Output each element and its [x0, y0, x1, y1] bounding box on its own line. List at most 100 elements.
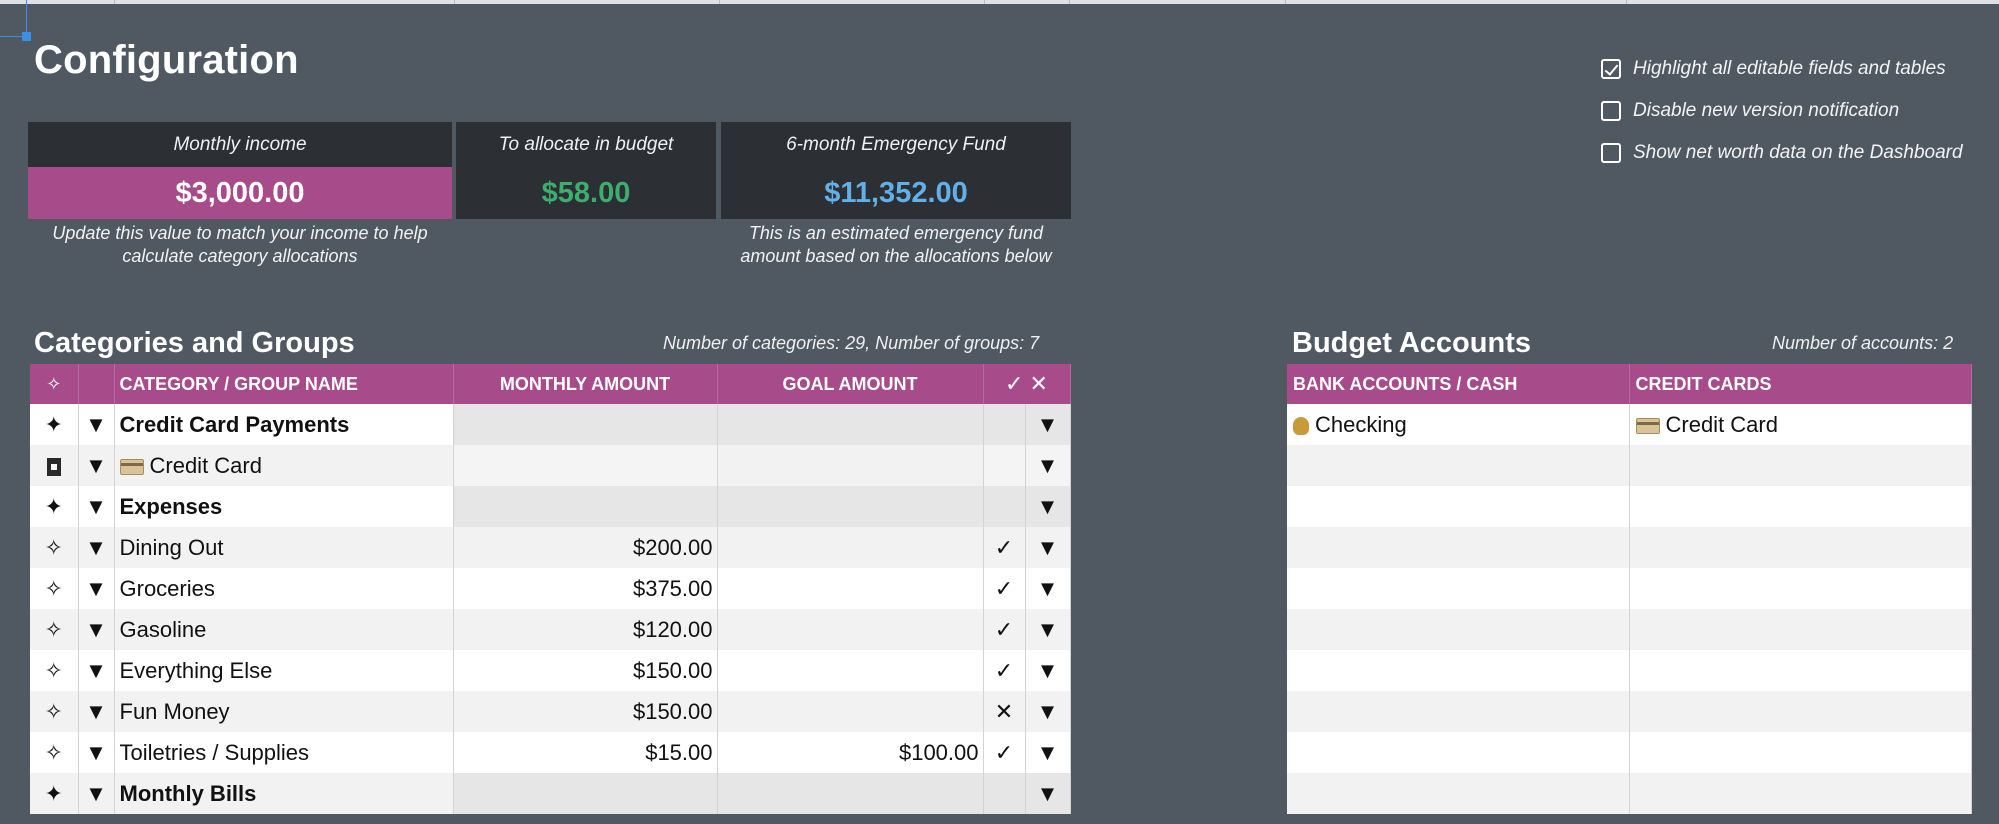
sparkle-icon[interactable]: ✧ [30, 609, 79, 650]
bank-account-cell[interactable]: Checking [1287, 404, 1630, 445]
table-row[interactable]: Checking Credit Card [1287, 404, 1972, 445]
chevron-down-icon[interactable]: ▼ [1025, 691, 1071, 732]
chevron-down-icon[interactable]: ▼ [78, 568, 115, 609]
setting-highlight-editable[interactable]: Highlight all editable fields and tables [1601, 48, 1963, 90]
bank-account-cell[interactable] [1287, 773, 1630, 814]
sparkle-icon[interactable]: ✧ [30, 691, 79, 732]
credit-card-cell[interactable] [1629, 568, 1972, 609]
chevron-down-icon[interactable]: ▼ [1025, 650, 1071, 691]
goal-amount[interactable] [717, 527, 984, 568]
bank-account-cell[interactable] [1287, 568, 1630, 609]
column-header-credit[interactable]: CREDIT CARDS [1629, 364, 1972, 404]
goal-amount[interactable] [717, 650, 984, 691]
table-row[interactable]: ✧ ▼ Fun Money $150.00 ✕ ▼ [30, 691, 1071, 732]
goal-amount[interactable] [717, 609, 984, 650]
checkbox[interactable] [1601, 59, 1621, 79]
chevron-down-icon[interactable]: ▼ [78, 486, 115, 527]
setting-disable-version-notification[interactable]: Disable new version notification [1601, 90, 1963, 132]
monthly-amount[interactable]: $150.00 [453, 691, 718, 732]
category-name[interactable]: Toiletries / Supplies [114, 732, 454, 773]
bank-account-cell[interactable] [1287, 486, 1630, 527]
monthly-amount[interactable]: $150.00 [453, 650, 718, 691]
column-header-name[interactable]: CATEGORY / GROUP NAME [114, 364, 454, 404]
goal-amount[interactable]: $100.00 [717, 732, 984, 773]
table-row[interactable] [1287, 609, 1972, 650]
chevron-down-icon[interactable]: ▼ [1025, 404, 1071, 445]
goal-amount[interactable] [717, 568, 984, 609]
sparkle-icon[interactable]: ✧ [30, 568, 79, 609]
table-row[interactable] [1287, 650, 1972, 691]
credit-card-cell[interactable] [1629, 609, 1972, 650]
chevron-down-icon[interactable]: ▼ [78, 691, 115, 732]
table-row[interactable] [1287, 445, 1972, 486]
bank-account-cell[interactable] [1287, 691, 1630, 732]
table-row[interactable] [1287, 691, 1972, 732]
chevron-down-icon[interactable]: ▼ [78, 650, 115, 691]
table-row[interactable] [1287, 568, 1972, 609]
category-name[interactable]: Gasoline [114, 609, 454, 650]
bank-account-cell[interactable] [1287, 732, 1630, 773]
column-header-bank[interactable]: BANK ACCOUNTS / CASH [1287, 364, 1630, 404]
monthly-amount[interactable]: $375.00 [453, 568, 718, 609]
credit-card-cell[interactable]: Credit Card [1629, 404, 1972, 445]
category-name[interactable]: Everything Else [114, 650, 454, 691]
monthly-amount[interactable]: $200.00 [453, 527, 718, 568]
table-row[interactable] [1287, 486, 1972, 527]
monthly-income-value[interactable]: $3,000.00 [28, 167, 452, 219]
chevron-down-icon[interactable]: ▼ [1025, 445, 1071, 486]
table-row[interactable] [1287, 773, 1972, 814]
table-row[interactable]: ✧ ▼ Gasoline $120.00 ✓ ▼ [30, 609, 1071, 650]
group-name[interactable]: Credit Card Payments [114, 404, 454, 445]
credit-card-cell[interactable] [1629, 773, 1972, 814]
table-row[interactable]: ✧ ▼ Dining Out $200.00 ✓ ▼ [30, 527, 1071, 568]
checkbox[interactable] [1601, 101, 1621, 121]
table-row[interactable]: ✦ ▼ Credit Card Payments ▼ [30, 404, 1071, 445]
column-header-monthly[interactable]: MONTHLY AMOUNT [453, 364, 718, 404]
table-row[interactable]: ✧ ▼ Everything Else $150.00 ✓ ▼ [30, 650, 1071, 691]
category-name[interactable]: Credit Card [114, 445, 454, 486]
chevron-down-icon[interactable]: ▼ [78, 773, 115, 814]
table-row[interactable]: ✦ ▼ Monthly Bills ▼ [30, 773, 1071, 814]
checkbox[interactable] [1601, 143, 1621, 163]
chevron-down-icon[interactable]: ▼ [78, 445, 115, 486]
table-row[interactable] [1287, 732, 1972, 773]
category-name[interactable]: Fun Money [114, 691, 454, 732]
group-name[interactable]: Expenses [114, 486, 454, 527]
group-star-icon[interactable]: ✦ [30, 404, 79, 445]
table-row[interactable]: ✧ ▼ Toiletries / Supplies $15.00 $100.00… [30, 732, 1071, 773]
chevron-down-icon[interactable]: ▼ [1025, 568, 1071, 609]
credit-card-cell[interactable] [1629, 691, 1972, 732]
column-header-goal[interactable]: GOAL AMOUNT [717, 364, 984, 404]
goal-amount[interactable] [717, 691, 984, 732]
chevron-down-icon[interactable]: ▼ [1025, 732, 1071, 773]
chevron-down-icon[interactable]: ▼ [78, 732, 115, 773]
chevron-down-icon[interactable]: ▼ [1025, 609, 1071, 650]
credit-card-cell[interactable] [1629, 486, 1972, 527]
category-name[interactable]: Dining Out [114, 527, 454, 568]
square-icon[interactable] [30, 445, 79, 486]
chevron-down-icon[interactable]: ▼ [1025, 527, 1071, 568]
table-row[interactable]: ▼ Credit Card ▼ [30, 445, 1071, 486]
table-row[interactable]: ✧ ▼ Groceries $375.00 ✓ ▼ [30, 568, 1071, 609]
sparkle-icon[interactable]: ✧ [30, 732, 79, 773]
chevron-down-icon[interactable]: ▼ [78, 527, 115, 568]
table-row[interactable] [1287, 527, 1972, 568]
chevron-down-icon[interactable]: ▼ [1025, 773, 1071, 814]
chevron-down-icon[interactable]: ▼ [1025, 486, 1071, 527]
sparkle-icon[interactable]: ✧ [30, 527, 79, 568]
monthly-amount[interactable]: $15.00 [453, 732, 718, 773]
category-name[interactable]: Groceries [114, 568, 454, 609]
bank-account-cell[interactable] [1287, 527, 1630, 568]
credit-card-cell[interactable] [1629, 732, 1972, 773]
group-star-icon[interactable]: ✦ [30, 486, 79, 527]
setting-show-net-worth[interactable]: Show net worth data on the Dashboard [1601, 132, 1963, 174]
bank-account-cell[interactable] [1287, 445, 1630, 486]
monthly-amount[interactable]: $120.00 [453, 609, 718, 650]
credit-card-cell[interactable] [1629, 650, 1972, 691]
credit-card-cell[interactable] [1629, 527, 1972, 568]
group-name[interactable]: Monthly Bills [114, 773, 454, 814]
group-star-icon[interactable]: ✦ [30, 773, 79, 814]
table-row[interactable]: ✦ ▼ Expenses ▼ [30, 486, 1071, 527]
sparkle-icon[interactable]: ✧ [30, 650, 79, 691]
bank-account-cell[interactable] [1287, 609, 1630, 650]
